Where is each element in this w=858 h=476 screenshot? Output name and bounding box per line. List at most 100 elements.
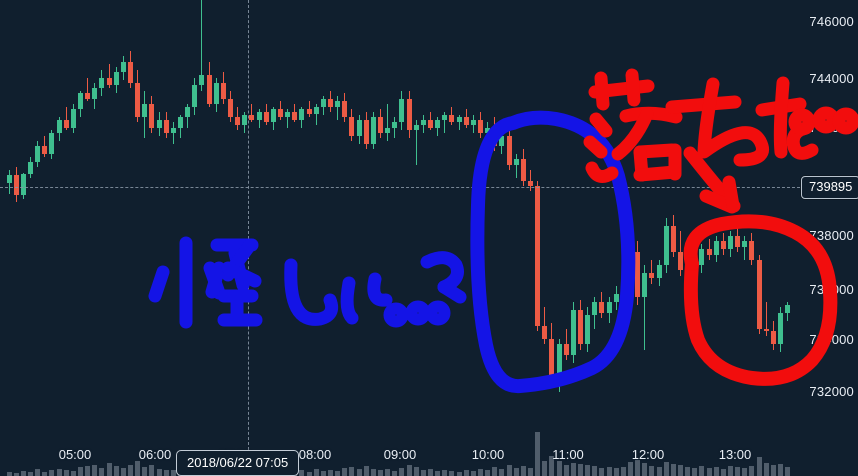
candle-wick: [66, 106, 67, 131]
volume-bar: [85, 465, 90, 476]
volume-bar: [735, 467, 740, 476]
candle-body: [399, 98, 404, 123]
volume-bar: [764, 463, 769, 476]
candle-body: [71, 109, 76, 128]
volume-bar: [149, 465, 154, 476]
candle-body: [428, 119, 433, 128]
candle-wick: [487, 122, 488, 144]
volume-bar: [435, 471, 440, 476]
candle-wick: [116, 66, 117, 94]
volume-bar: [71, 470, 76, 476]
volume-bar: [521, 466, 526, 476]
candle-body: [207, 74, 212, 104]
candle-body: [599, 302, 604, 313]
volume-bar: [135, 460, 140, 476]
candle-wick: [387, 103, 388, 141]
x-axis-tick-label: 08:00: [298, 447, 332, 462]
volume-bar: [771, 465, 776, 476]
x-axis-tick-label: 11:00: [552, 447, 584, 462]
volume-bar: [14, 473, 19, 476]
candle-body: [592, 302, 597, 316]
volume-bar: [649, 466, 654, 476]
volume-bar: [142, 466, 147, 476]
volume-bar: [364, 466, 369, 476]
candle-body: [507, 135, 512, 165]
candle-body: [607, 302, 612, 313]
x-axis-tick-label: 10:00: [471, 447, 505, 462]
candle-body: [528, 180, 533, 186]
volume-bar: [571, 462, 576, 476]
candlestick-plot-area[interactable]: 05:0006:0007:0008:0009:0010:0011:0012:00…: [0, 0, 800, 476]
candle-body: [99, 77, 104, 89]
candle-body: [721, 241, 726, 250]
volume-bar: [785, 467, 790, 476]
candle-body: [149, 103, 154, 128]
candle-body: [728, 236, 733, 250]
volume-bar: [399, 467, 404, 476]
candle-body: [85, 93, 90, 99]
volume-bar: [385, 468, 390, 476]
candle-wick: [516, 154, 517, 178]
volume-bar: [607, 466, 612, 476]
candle-body: [571, 310, 576, 355]
volume-bar: [664, 462, 669, 476]
candle-wick: [394, 117, 395, 139]
candle-body: [485, 127, 490, 133]
volume-bar: [157, 469, 162, 476]
x-axis-tick-label: 12:00: [631, 447, 665, 462]
candle-body: [578, 310, 583, 345]
volume-bar: [121, 468, 126, 476]
candle-body: [364, 119, 369, 144]
volume-bar: [499, 469, 504, 476]
candle-wick: [301, 106, 302, 128]
candle-body: [742, 241, 747, 247]
candle-body: [49, 133, 54, 155]
y-axis[interactable]: 746000 744000 742000 738000 736000 734000 7320…: [800, 0, 858, 476]
candle-body: [257, 111, 262, 120]
volume-bar: [64, 469, 69, 476]
candle-wick: [51, 130, 52, 160]
candle-body: [699, 249, 704, 266]
candle-body: [514, 159, 519, 165]
candle-body: [292, 111, 297, 120]
volume-bar: [492, 467, 497, 476]
candle-body: [321, 98, 326, 107]
candle-body: [371, 117, 376, 144]
candle-wick: [766, 302, 767, 337]
volume-bar: [128, 465, 133, 476]
candle-body: [535, 185, 540, 326]
candle-body: [271, 109, 276, 123]
volume-bar: [507, 464, 512, 476]
candle-body: [142, 103, 147, 118]
candle-body: [121, 61, 126, 73]
candle-wick: [651, 259, 652, 284]
y-axis-tick-label: 742000: [809, 120, 854, 135]
candle-body: [285, 111, 290, 118]
crosshair-time-tooltip: 2018/06/22 07:05: [176, 450, 300, 476]
crosshair-horizontal-line: [0, 187, 800, 188]
volume-bar: [628, 461, 633, 476]
volume-bar: [485, 469, 490, 476]
candle-wick: [659, 259, 660, 287]
candle-wick: [173, 122, 174, 144]
volume-bar: [428, 469, 433, 476]
candle-body: [335, 101, 340, 107]
candle-wick: [459, 114, 460, 131]
candle-body: [478, 119, 483, 133]
candle-wick: [273, 106, 274, 131]
volume-bar: [549, 456, 554, 476]
volume-bar: [57, 468, 62, 476]
candle-body: [164, 119, 169, 133]
candle-body: [299, 109, 304, 120]
candle-wick: [316, 103, 317, 126]
candle-body: [328, 98, 333, 107]
candle-body: [564, 344, 569, 355]
candle-wick: [444, 111, 445, 133]
volume-bar: [592, 466, 597, 476]
candle-body: [14, 175, 19, 196]
candle-body: [442, 114, 447, 120]
candle-wick: [59, 117, 60, 141]
candle-body: [349, 117, 354, 136]
candle-body: [199, 74, 204, 86]
candle-body: [307, 109, 312, 115]
